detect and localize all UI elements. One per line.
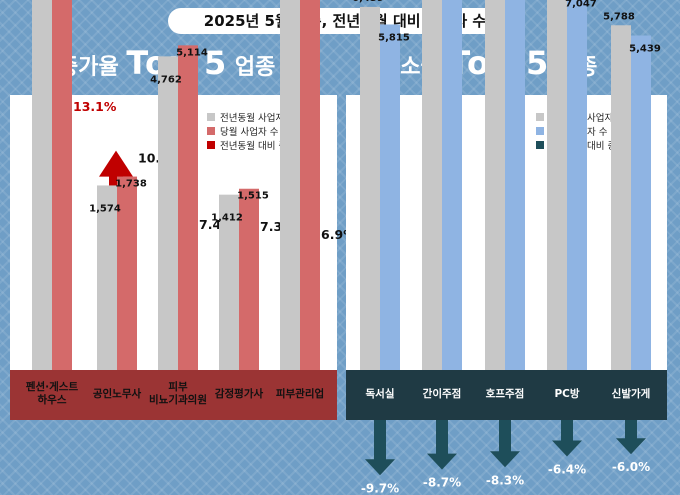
bar-prev-year [485,0,505,370]
category-label: 간이주점 [423,387,462,400]
rate-label: -8.7% [423,476,461,490]
bar-prev-year [360,6,380,370]
rate-label: -8.3% [486,473,524,487]
value-label-prev: 6,439 [352,0,384,4]
value-label-prev: 5,788 [603,11,635,22]
bar-prev-year [97,185,117,370]
bar-current-month [380,24,400,370]
value-label-current: 1,738 [115,179,147,190]
right-legend-swatch [536,127,544,135]
left-legend-swatch [207,113,215,121]
bar-current-month [567,0,587,370]
category-label: 하우스 [38,393,67,406]
rate-label: -6.0% [612,460,650,474]
value-label-current: 5,439 [629,44,661,55]
left-heading-suffix: 업종 [227,55,276,80]
page-title: 2025년 5월 기준, 전년동월 대비 사업자 수 [168,8,522,34]
decrease-arrow [365,420,395,476]
category-label: 감정평가사 [215,387,264,400]
rate-label: -6.4% [548,462,586,476]
value-label-prev: 1,574 [89,203,121,214]
left-legend-swatch [207,141,215,149]
decrease-arrow [552,420,582,457]
category-label: 비뇨기과의원 [149,393,207,406]
category-label: 피부 [168,380,188,393]
bar-current-month [300,0,320,370]
decrease-arrow [490,420,520,468]
right-legend-swatch [536,113,544,121]
bar-prev-year [611,25,631,371]
value-label-current: 1,515 [237,191,269,202]
right-legend-swatch [536,141,544,149]
bar-current-month [505,0,525,370]
left-legend-swatch [207,127,215,135]
decrease-arrow [616,420,646,455]
value-label-current: 7,047 [565,0,597,10]
rate-label: -9.7% [361,481,399,495]
bar-prev-year [219,194,239,370]
bar-prev-year [158,56,178,371]
decrease-arrow [427,420,457,470]
value-label-current: 5,114 [176,47,208,58]
left-legend-label: 당월 사업자 수 [220,126,279,138]
right-category-band [346,370,667,420]
bar-current-month [442,0,462,370]
category-label: 독서실 [366,387,395,400]
left-legend-label: 전년동월 사업자 수 [220,112,296,124]
category-label: 신발가게 [612,387,651,400]
rate-label: 13.1% [73,99,117,114]
left-category-band [10,370,337,420]
category-label: 공인노무사 [93,387,142,400]
bar-current-month [178,45,198,370]
value-label-prev: 4,762 [150,74,182,85]
bar-prev-year [547,0,567,370]
category-label: PC방 [554,387,579,400]
bar-prev-year [280,0,300,370]
bar-current-month [631,35,651,371]
bar-prev-year [422,0,442,371]
value-label-current: 5,815 [378,32,410,43]
category-label: 피부관리업 [276,387,324,400]
category-label: 펜션·게스트 [26,380,79,393]
bar-current-month [52,0,72,370]
bar-prev-year [32,0,52,370]
bar-current-month [239,188,259,370]
value-label-prev: 1,412 [211,213,243,224]
category-label: 호프주점 [486,387,525,400]
bar-current-month [117,176,137,370]
